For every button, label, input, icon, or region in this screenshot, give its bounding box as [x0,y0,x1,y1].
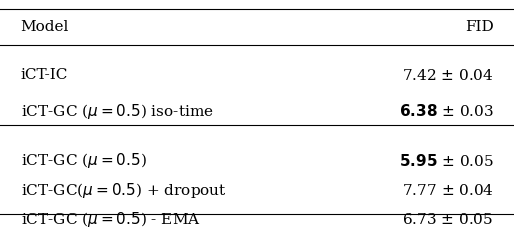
Text: iCT-GC($\mu = 0.5$) + dropout: iCT-GC($\mu = 0.5$) + dropout [21,180,226,199]
Text: iCT-GC ($\mu = 0.5$) iso-time: iCT-GC ($\mu = 0.5$) iso-time [21,101,213,120]
Text: 6.73 $\pm$ 0.05: 6.73 $\pm$ 0.05 [402,211,493,226]
Text: iCT-GC ($\mu = 0.5$) - EMA: iCT-GC ($\mu = 0.5$) - EMA [21,209,200,228]
Text: $\mathbf{5.95}$ $\pm$ 0.05: $\mathbf{5.95}$ $\pm$ 0.05 [398,152,493,168]
Text: Model: Model [21,20,69,34]
Text: 7.42 $\pm$ 0.04: 7.42 $\pm$ 0.04 [402,68,493,82]
Text: FID: FID [465,20,493,34]
Text: 7.77 $\pm$ 0.04: 7.77 $\pm$ 0.04 [401,182,493,197]
Text: $\mathbf{6.38}$ $\pm$ 0.03: $\mathbf{6.38}$ $\pm$ 0.03 [398,103,493,119]
Text: iCT-GC ($\mu = 0.5$): iCT-GC ($\mu = 0.5$) [21,151,146,170]
Text: iCT-IC: iCT-IC [21,68,68,82]
